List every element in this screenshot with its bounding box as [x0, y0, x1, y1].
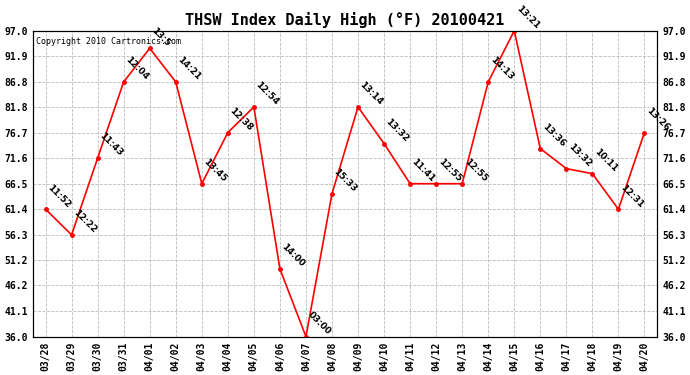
Text: 13:36: 13:36	[540, 122, 567, 148]
Text: 13:45: 13:45	[201, 157, 228, 184]
Text: 12:38: 12:38	[228, 106, 255, 132]
Text: 13:5: 13:5	[150, 26, 172, 48]
Text: 14:21: 14:21	[176, 55, 202, 82]
Title: THSW Index Daily High (°F) 20100421: THSW Index Daily High (°F) 20100421	[186, 12, 504, 28]
Text: Copyright 2010 Cartronics.com: Copyright 2010 Cartronics.com	[36, 37, 181, 46]
Text: 13:32: 13:32	[384, 117, 411, 144]
Text: 12:54: 12:54	[254, 80, 281, 107]
Text: 12:04: 12:04	[124, 55, 150, 82]
Text: 11:43: 11:43	[97, 131, 124, 158]
Text: 10:11: 10:11	[593, 147, 619, 174]
Text: 11:52: 11:52	[46, 183, 72, 209]
Text: 15:33: 15:33	[332, 167, 359, 194]
Text: 12:55: 12:55	[436, 157, 463, 184]
Text: 03:00: 03:00	[306, 310, 333, 337]
Text: 12:31: 12:31	[618, 183, 645, 209]
Text: 12:22: 12:22	[72, 208, 98, 235]
Text: 13:32: 13:32	[566, 142, 593, 169]
Text: 14:00: 14:00	[280, 242, 306, 269]
Text: 13:14: 13:14	[358, 80, 385, 107]
Text: 11:41: 11:41	[410, 157, 437, 184]
Text: 13:26: 13:26	[644, 106, 671, 132]
Text: 14:13: 14:13	[489, 55, 515, 82]
Text: 13:21: 13:21	[514, 4, 541, 31]
Text: 12:55: 12:55	[462, 157, 489, 184]
